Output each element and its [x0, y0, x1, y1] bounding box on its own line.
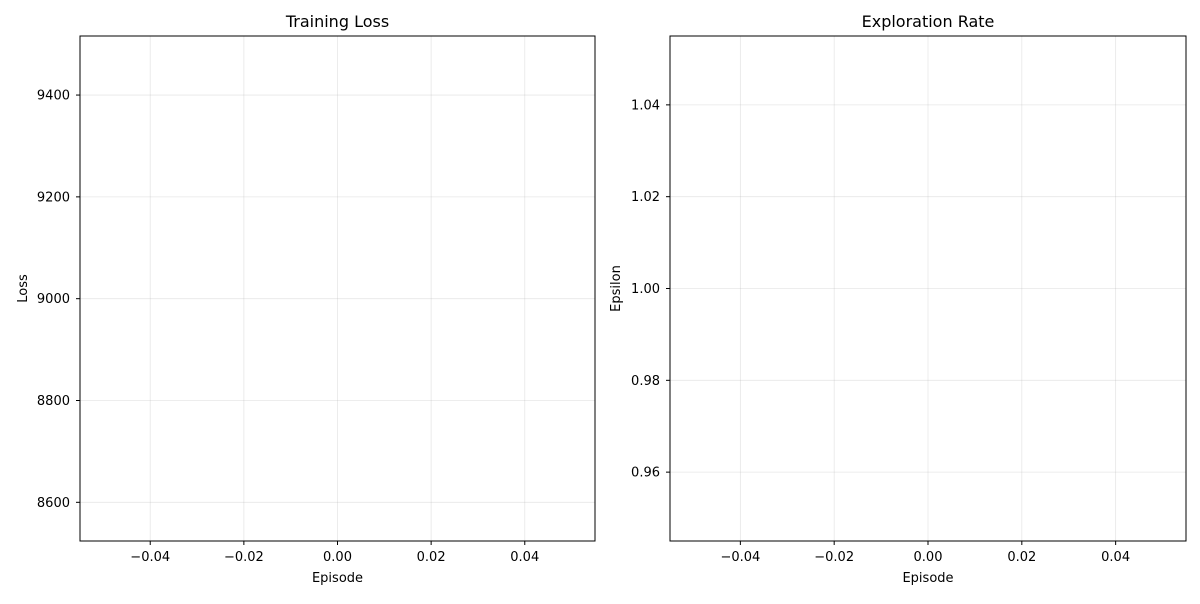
loss-chart: −0.04 −0.02 0.00 0.02 0.04 8600 8800 9000 9200 94…: [16, 12, 596, 586]
loss-grid: [80, 36, 595, 541]
loss-y-tick-label: 8800: [37, 394, 70, 409]
epsilon-x-axis-label: Episode: [902, 571, 953, 586]
epsilon-y-tick-label: 0.98: [631, 374, 660, 389]
epsilon-y-tick-label: 1.00: [631, 282, 660, 297]
epsilon-y-tick-label: 0.96: [631, 466, 660, 481]
epsilon-axes-frame: [669, 35, 1187, 542]
loss-x-tick-label: 0.00: [323, 550, 352, 565]
epsilon-chart: −0.04 −0.02 0.00 0.02 0.04 0.96 0.98 1.00 1.02 1.…: [609, 12, 1187, 586]
loss-y-tick-label: 9200: [37, 190, 70, 205]
epsilon-x-tick-label: −0.04: [720, 550, 760, 565]
epsilon-chart-title: Exploration Rate: [862, 12, 995, 31]
loss-chart-title: Training Loss: [285, 12, 389, 31]
loss-x-tick-label: −0.02: [224, 550, 264, 565]
epsilon-x-tick-label: 0.00: [914, 550, 943, 565]
loss-y-tick-label: 9000: [37, 292, 70, 307]
epsilon-x-tick-label: −0.02: [814, 550, 854, 565]
epsilon-y-tick-label: 1.02: [631, 190, 660, 205]
epsilon-x-tick-label: 0.02: [1007, 550, 1036, 565]
loss-x-tick-label: −0.04: [130, 550, 170, 565]
loss-y-axis-label: Loss: [16, 274, 31, 303]
loss-y-tick-label: 9400: [37, 89, 70, 104]
epsilon-y-axis-label: Epsilon: [609, 265, 624, 312]
epsilon-grid: [670, 36, 1186, 541]
epsilon-x-tick-label: 0.04: [1101, 550, 1130, 565]
loss-y-tick-label: 8600: [37, 496, 70, 511]
epsilon-ticks: −0.04 −0.02 0.00 0.02 0.04 0.96 0.98 1.00 1.02 1.…: [631, 98, 1130, 565]
loss-x-axis-label: Episode: [312, 571, 363, 586]
loss-x-tick-label: 0.04: [510, 550, 539, 565]
loss-axes-frame: [79, 35, 596, 542]
epsilon-y-tick-label: 1.04: [631, 98, 660, 113]
loss-ticks: −0.04 −0.02 0.00 0.02 0.04 8600 8800 9000 9200 94…: [37, 89, 539, 565]
loss-x-tick-label: 0.02: [417, 550, 446, 565]
